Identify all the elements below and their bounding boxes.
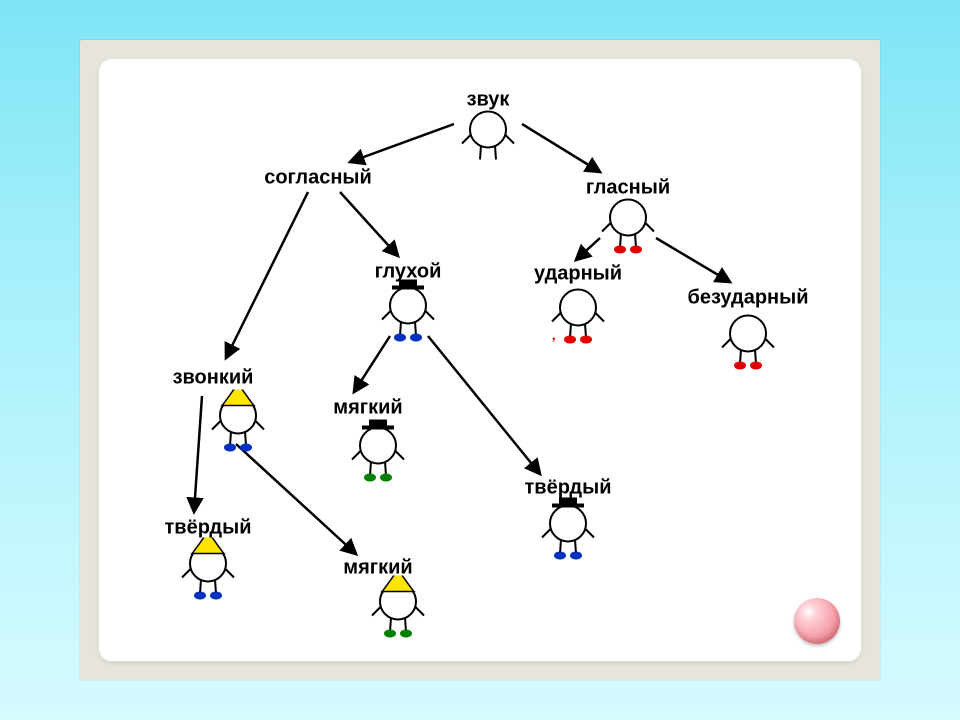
figure-glukhoy bbox=[380, 280, 436, 349]
diagram-sheet: звук согласный гласный глухой ударный бе… bbox=[98, 58, 862, 662]
tree-diagram: звук согласный гласный глухой ударный бе… bbox=[98, 58, 862, 662]
figure-myagkiy1 bbox=[350, 420, 406, 489]
node-label-tverdyy2: твёрдый bbox=[164, 517, 251, 540]
viewport: звук согласный гласный глухой ударный бе… bbox=[0, 0, 960, 720]
node-label-bezudarnyy: безударный bbox=[687, 287, 808, 310]
figure-glasnyy bbox=[600, 192, 656, 261]
figure-zvonkiy bbox=[210, 390, 266, 459]
figure-tverdyy1 bbox=[540, 498, 596, 567]
figure-bezudarnyy bbox=[720, 308, 776, 377]
next-button[interactable] bbox=[794, 598, 840, 644]
node-label-soglasnyy: согласный bbox=[264, 167, 372, 190]
node-label-myagkiy1: мягкий bbox=[333, 397, 402, 420]
figure-udarnyy: , bbox=[550, 282, 606, 351]
svg-text:,: , bbox=[552, 329, 556, 344]
figure-zvuk bbox=[460, 104, 516, 173]
node-label-zvonkiy: звонкий bbox=[173, 367, 254, 390]
figure-myagkiy2 bbox=[370, 576, 426, 645]
node-label-tverdyy1: твёрдый bbox=[524, 477, 611, 500]
outer-frame: звук согласный гласный глухой ударный бе… bbox=[80, 40, 880, 680]
figure-tverdyy2 bbox=[180, 538, 236, 607]
